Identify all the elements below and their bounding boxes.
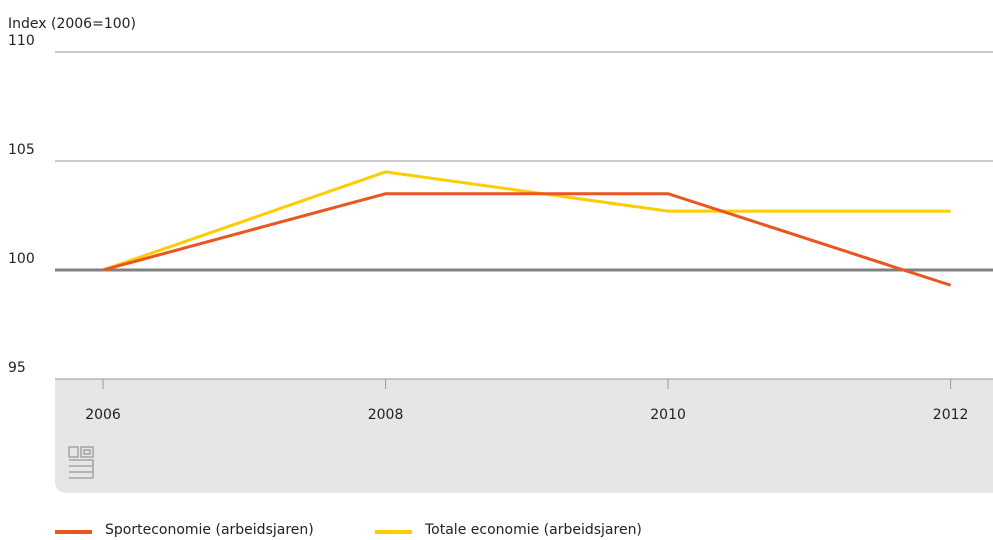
y-tick-label: 110 <box>8 33 35 49</box>
x-tick-label: 2006 <box>85 407 121 423</box>
y-tick-label: 105 <box>8 142 35 158</box>
x-axis-band <box>55 379 993 493</box>
legend-label: Totale economie (arbeidsjaren) <box>424 522 642 538</box>
y-tick-label: 95 <box>8 360 26 376</box>
y-axis-label: Index (2006=100) <box>8 16 136 32</box>
x-tick-label: 2008 <box>368 407 404 423</box>
x-tick-label: 2010 <box>650 407 686 423</box>
y-tick-label: 100 <box>8 251 35 267</box>
legend-label: Sporteconomie (arbeidsjaren) <box>105 522 314 538</box>
series-line <box>102 170 951 272</box>
logo <box>68 446 94 479</box>
x-tick-label: 2012 <box>933 407 969 423</box>
series-line <box>102 192 952 287</box>
